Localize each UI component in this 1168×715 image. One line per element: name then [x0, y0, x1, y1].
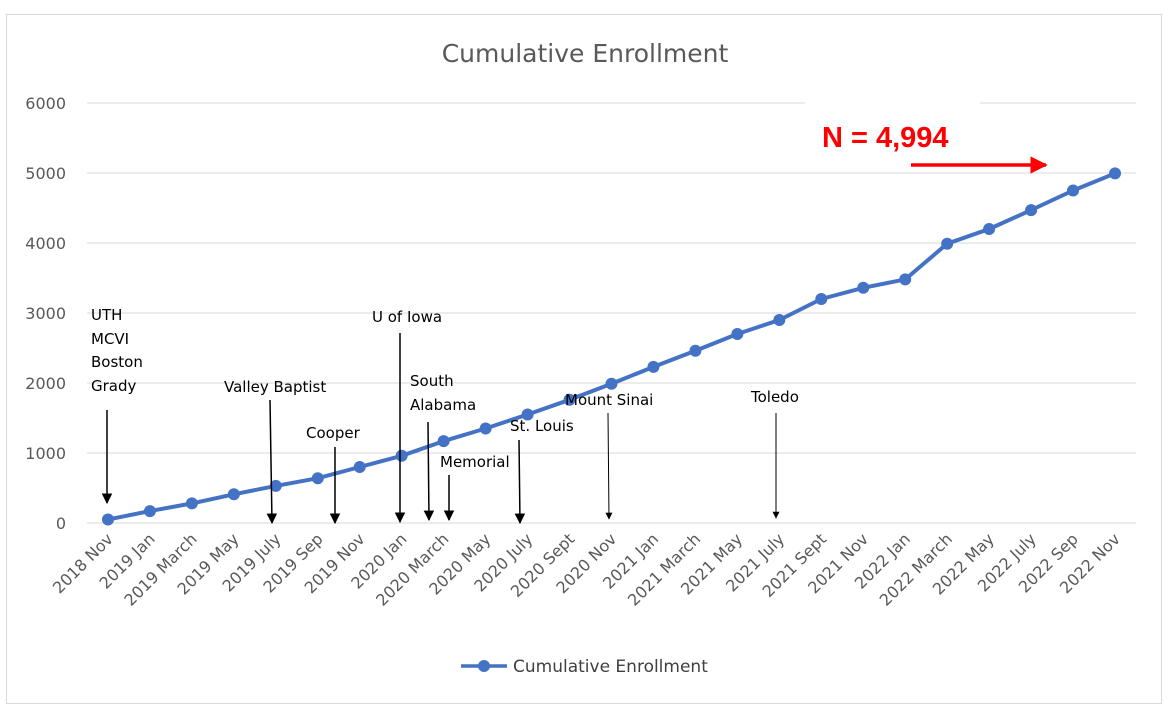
total-enrollment-label: N = 4,994 — [822, 122, 949, 154]
series-line-group — [101, 167, 1122, 526]
y-tick-label: 2000 — [25, 374, 66, 393]
data-point — [1109, 167, 1122, 180]
site-label-u-of-iowa: U of Iowa — [372, 308, 442, 326]
site-label-south: South — [410, 372, 454, 390]
data-point — [185, 497, 198, 510]
legend: Cumulative Enrollment — [461, 657, 708, 677]
legend-marker — [478, 660, 490, 672]
y-tick-label: 1000 — [25, 444, 66, 463]
site-label-boston: Boston — [91, 353, 143, 371]
data-point — [521, 408, 534, 421]
total-label-box — [805, 102, 980, 162]
data-point — [353, 461, 366, 473]
site-annotations: UTH MCVI Boston Grady Valley Baptist Coo… — [91, 306, 799, 525]
data-point — [395, 449, 408, 462]
site-label-valley-baptist: Valley Baptist — [224, 378, 326, 396]
chart-title: Cumulative Enrollment — [442, 39, 729, 68]
site-arrow-mount-sinai — [605, 412, 613, 520]
data-point — [227, 488, 240, 501]
data-point — [815, 293, 828, 305]
site-label-uth: UTH — [91, 306, 122, 324]
y-tick-label: 0 — [56, 514, 66, 533]
data-point — [647, 360, 660, 373]
data-point — [941, 237, 954, 250]
series-line — [105, 171, 1118, 522]
site-label-mount-sinai: Mount Sinai — [565, 391, 653, 409]
site-label-toledo: Toledo — [750, 388, 799, 406]
y-tick-label: 4000 — [25, 234, 66, 253]
data-point — [311, 472, 324, 485]
data-point — [143, 505, 156, 518]
data-point — [563, 393, 576, 406]
data-point — [731, 328, 744, 340]
y-tick-label: 5000 — [25, 164, 66, 183]
data-point — [773, 314, 786, 326]
site-label-cooper: Cooper — [306, 424, 361, 442]
data-point — [857, 281, 870, 294]
data-point — [479, 422, 492, 435]
data-point — [1067, 184, 1080, 197]
site-label-memorial: Memorial — [440, 453, 510, 471]
site-label-alabama: Alabama — [410, 396, 476, 414]
y-tick-label: 3000 — [25, 304, 66, 323]
site-label-st-louis: St. Louis — [510, 417, 574, 435]
site-arrow-valley-baptist — [266, 399, 278, 525]
data-point — [983, 223, 996, 235]
data-point — [689, 344, 702, 357]
data-point — [101, 513, 114, 526]
site-label-grady: Grady — [91, 377, 137, 395]
data-point — [437, 435, 450, 448]
data-point — [899, 273, 912, 286]
data-point — [605, 377, 618, 390]
site-arrow-south-alabama — [423, 421, 435, 522]
y-axis-ticks: 0 1000 2000 3000 4000 5000 6000 — [25, 94, 66, 533]
site-arrow-st-louis — [514, 439, 526, 525]
legend-label: Cumulative Enrollment — [513, 657, 708, 677]
y-tick-label: 6000 — [25, 94, 66, 113]
site-label-mcvi: MCVI — [91, 330, 129, 348]
data-point — [269, 479, 282, 492]
data-point — [1025, 204, 1038, 217]
